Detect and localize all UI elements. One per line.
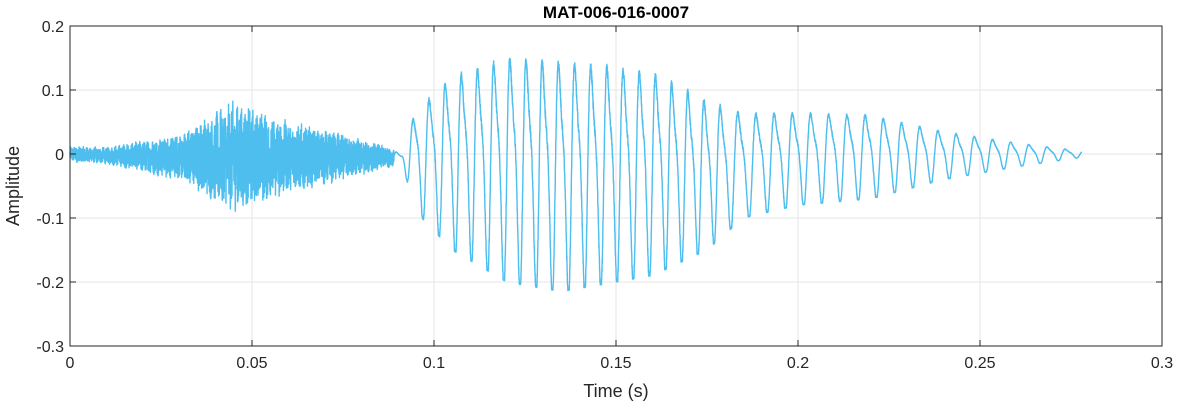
x-tick-label: 0.25	[964, 355, 995, 372]
x-tick-label: 0	[66, 355, 75, 372]
y-axis-label: Amplitude	[3, 146, 23, 226]
x-tick-label: 0.15	[600, 355, 631, 372]
y-tick-label: -0.1	[36, 211, 64, 228]
y-tick-label: 0.1	[42, 83, 64, 100]
waveform-series-line	[69, 57, 1083, 292]
y-tick-label: -0.3	[36, 339, 64, 356]
x-tick-label: 0.05	[236, 355, 267, 372]
x-tick-label: 0.1	[423, 355, 445, 372]
y-tick-label: 0.2	[42, 19, 64, 36]
x-axis-label: Time (s)	[583, 381, 648, 401]
y-tick-label: 0	[55, 147, 64, 164]
plot-area	[69, 57, 1083, 292]
ticks: 0 0.05 0.1 0.15 0.2 0.25 0.3 -0.3 -0.2 -0.1 0 0.1 0.…	[36, 19, 1173, 372]
chart-title: MAT-006-016-0007	[543, 3, 689, 22]
y-tick-label: -0.2	[36, 275, 64, 292]
x-tick-label: 0.3	[1151, 355, 1173, 372]
x-tick-label: 0.2	[787, 355, 809, 372]
